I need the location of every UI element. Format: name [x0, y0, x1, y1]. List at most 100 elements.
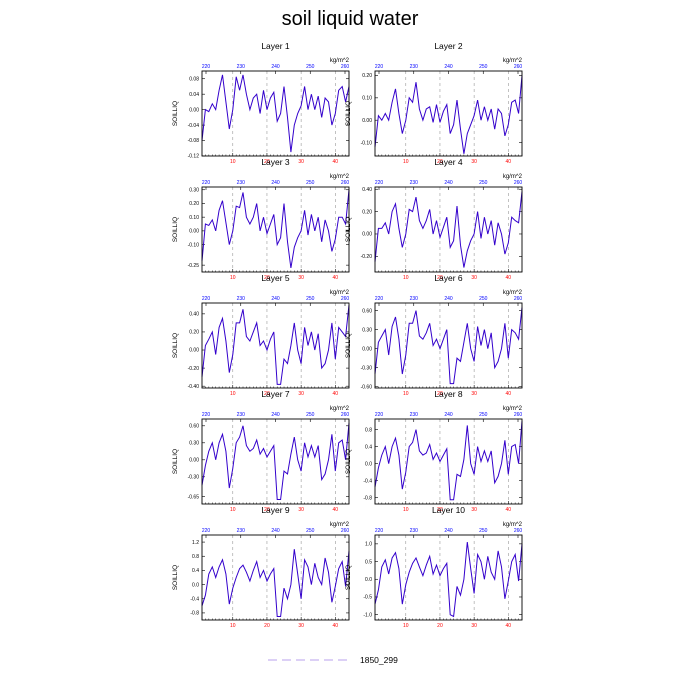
panel-8: Layer 8 kg/m^2 SOILLIQ 10 20 30 40 220 230 240 250… [345, 389, 523, 513]
top-tick-label: 260 [341, 180, 350, 186]
x-tick-label: 20 [437, 623, 443, 629]
y-tick-label: 0.20 [362, 73, 372, 79]
x-tick-label: 20 [264, 159, 270, 165]
y-tick-label: 0.20 [189, 201, 199, 207]
top-tick-label: 250 [479, 296, 488, 302]
x-tick-label: 40 [506, 391, 512, 397]
x-tick-label: 40 [333, 275, 339, 281]
y-tick-label: 0.30 [189, 441, 199, 447]
plot-frame [201, 534, 350, 621]
y-tick-label: 0.8 [192, 554, 199, 560]
x-tick-label: 40 [333, 159, 339, 165]
legend-label: 1850_299 [360, 655, 398, 665]
y-axis-label: SOILLIQ [172, 101, 179, 126]
series-line [374, 542, 523, 618]
y-tick-label: -0.30 [188, 475, 200, 481]
y-tick-label: -0.5 [363, 595, 372, 601]
y-tick-label: 0.5 [365, 559, 372, 565]
x-tick-label: 30 [471, 391, 477, 397]
panel-title: Layer 3 [261, 157, 290, 167]
y-tick-label: 0.00 [189, 458, 199, 464]
units-label: kg/m^2 [330, 58, 350, 64]
plot-frame [374, 186, 523, 273]
y-axis-label: SOILLIQ [172, 449, 179, 474]
y-tick-label: -0.8 [363, 495, 372, 501]
top-tick-label: 260 [341, 412, 350, 418]
panel-title: Layer 7 [261, 389, 290, 399]
top-tick-label: 250 [479, 64, 488, 70]
top-tick-label: 250 [306, 296, 315, 302]
y-tick-label: 0.40 [189, 312, 199, 318]
y-axis-label: SOILLIQ [345, 217, 352, 242]
x-tick-label: 20 [264, 391, 270, 397]
panel-6: Layer 6 kg/m^2 SOILLIQ 10 20 30 40 220 230 240 250… [345, 273, 523, 397]
plot-frame [374, 302, 523, 389]
y-tick-label: 0.00 [362, 346, 372, 352]
plot-frame [201, 302, 350, 389]
top-tick-label: 220 [375, 412, 384, 418]
top-tick-label: 260 [514, 528, 523, 534]
top-tick-label: 260 [341, 296, 350, 302]
top-tick-label: 220 [375, 180, 384, 186]
x-tick-label: 30 [298, 507, 304, 513]
top-tick-label: 240 [444, 180, 453, 186]
top-tick-label: 220 [202, 296, 211, 302]
x-tick-label: 30 [471, 275, 477, 281]
units-label: kg/m^2 [330, 406, 350, 412]
top-tick-label: 250 [306, 64, 315, 70]
y-tick-label: -0.40 [188, 384, 200, 390]
x-tick-label: 40 [333, 391, 339, 397]
top-tick-label: 260 [514, 180, 523, 186]
x-tick-label: 10 [230, 507, 236, 513]
y-tick-label: 0.00 [189, 229, 199, 235]
y-tick-label: 1.0 [365, 542, 372, 548]
top-tick-label: 250 [306, 180, 315, 186]
panel-3: Layer 3 kg/m^2 SOILLIQ 10 20 30 40 220 230 240 250… [172, 157, 350, 281]
x-tick-label: 20 [437, 275, 443, 281]
top-tick-label: 260 [341, 528, 350, 534]
top-tick-label: 230 [237, 180, 246, 186]
y-tick-label: -0.10 [361, 140, 373, 146]
series-line [374, 307, 523, 385]
x-tick-label: 10 [403, 391, 409, 397]
top-tick-label: 230 [237, 296, 246, 302]
top-tick-label: 240 [271, 180, 280, 186]
x-tick-label: 30 [298, 275, 304, 281]
y-axis-label: SOILLIQ [345, 565, 352, 590]
top-tick-label: 240 [271, 296, 280, 302]
panel-title: Layer 4 [434, 157, 463, 167]
top-tick-label: 240 [444, 412, 453, 418]
y-tick-label: 0.60 [189, 424, 199, 430]
y-tick-label: 0.40 [362, 187, 372, 193]
top-tick-label: 230 [410, 64, 419, 70]
top-tick-label: 220 [375, 528, 384, 534]
panel-title: Layer 2 [434, 41, 463, 51]
y-tick-label: 0.8 [365, 427, 372, 433]
panel-7: Layer 7 kg/m^2 SOILLIQ 10 20 30 40 220 230 240 250… [172, 389, 350, 513]
top-tick-label: 260 [514, 412, 523, 418]
y-tick-label: -1.0 [363, 612, 372, 618]
x-tick-label: 30 [298, 391, 304, 397]
y-tick-label: -0.10 [188, 242, 200, 248]
top-tick-label: 240 [444, 528, 453, 534]
top-tick-label: 220 [202, 412, 211, 418]
x-tick-label: 10 [403, 507, 409, 513]
series-line [374, 75, 523, 154]
top-tick-label: 260 [514, 296, 523, 302]
x-tick-label: 20 [437, 507, 443, 513]
y-tick-label: -0.20 [361, 254, 373, 260]
top-tick-label: 260 [514, 64, 523, 70]
units-label: kg/m^2 [503, 58, 523, 64]
y-tick-label: 0.30 [189, 187, 199, 193]
top-tick-label: 230 [237, 64, 246, 70]
y-tick-label: 0.30 [362, 327, 372, 333]
y-tick-label: 0.00 [189, 107, 199, 113]
y-tick-label: 0.4 [365, 444, 372, 450]
units-label: kg/m^2 [330, 522, 350, 528]
top-tick-label: 220 [375, 64, 384, 70]
y-tick-label: -0.04 [188, 123, 200, 129]
y-tick-label: 0.10 [362, 96, 372, 102]
x-tick-label: 20 [264, 623, 270, 629]
x-tick-label: 20 [437, 391, 443, 397]
x-tick-label: 30 [471, 507, 477, 513]
